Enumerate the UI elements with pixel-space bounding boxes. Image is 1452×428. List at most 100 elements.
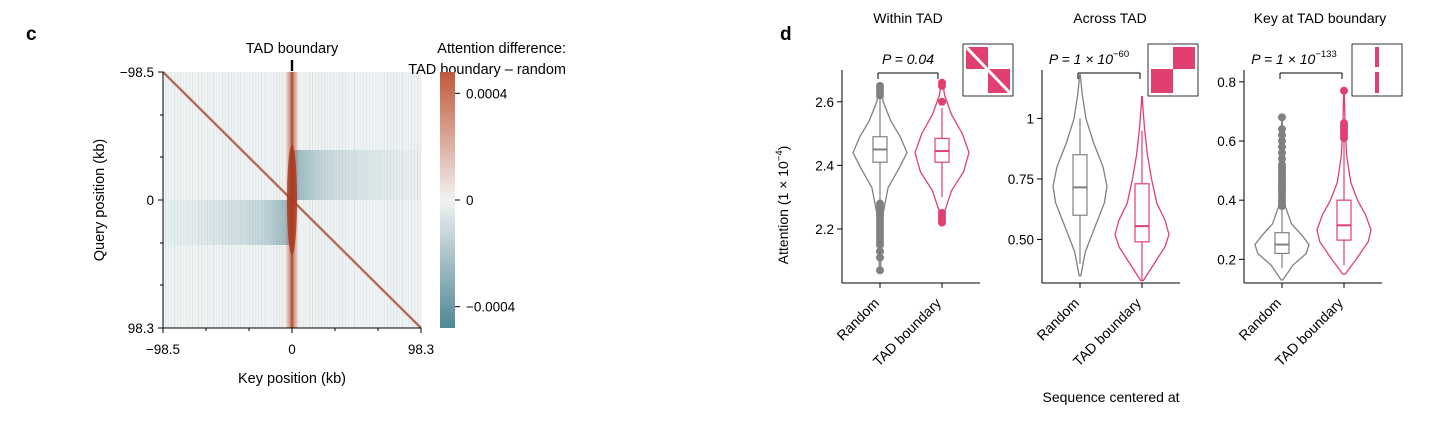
heatmap-streak	[360, 72, 362, 328]
ylabel-close: )	[775, 146, 791, 151]
box	[1274, 232, 1290, 255]
heatmap-streak	[243, 72, 245, 328]
category-label: Random	[1235, 295, 1284, 344]
pvalue-text: P = 1 × 10−60	[1049, 49, 1129, 67]
heatmap-streak	[300, 72, 302, 328]
outlier-point	[876, 240, 884, 249]
heatmap-streak	[183, 72, 185, 328]
heatmap-streak	[378, 72, 380, 328]
heatmap-streak	[357, 72, 359, 328]
subplot-title: Key at TAD boundary	[1254, 10, 1387, 26]
subplot-within-tad: Within TAD P = 0.04 2.22.42.6 Random TAD…	[815, 10, 1014, 369]
heatmap-streak	[171, 72, 173, 328]
subplot-across-tad: Across TAD P = 1 × 10−60 0.50 0.75 1 Rando…	[1008, 10, 1199, 369]
outlier-point	[1278, 154, 1286, 163]
violin-axis: 0.2 0.4 0.6 0.8	[1217, 70, 1382, 288]
x-tick-label: 98.3	[408, 342, 434, 357]
outlier-point	[1278, 131, 1286, 140]
schematic-across-tad	[1147, 43, 1199, 97]
outlier-point	[1278, 125, 1286, 134]
box	[1072, 154, 1088, 216]
violin-outline	[1052, 74, 1108, 277]
pvalue-label: P = 1 × 10	[1049, 51, 1113, 67]
heatmap-streak	[312, 72, 314, 328]
category-label: Random	[1033, 295, 1082, 344]
heatmap-streak	[330, 72, 332, 328]
heatmap-streak	[213, 72, 215, 328]
outlier-point	[1278, 148, 1286, 157]
heatmap-streak	[405, 72, 407, 328]
heatmap-streak	[333, 72, 335, 328]
heatmap-streak	[387, 72, 389, 328]
heatmap-boundary-peak	[287, 145, 297, 255]
heatmap-streak	[420, 72, 422, 328]
heatmap-streak	[216, 72, 218, 328]
heatmap-streak	[201, 72, 203, 328]
outlier-point	[1278, 137, 1286, 145]
heatmap-streak	[318, 72, 320, 328]
heatmap-streak	[390, 72, 392, 328]
outlier-point	[876, 253, 884, 262]
schematic-key-at-boundary	[1351, 43, 1403, 97]
heatmap-streak	[339, 72, 341, 328]
heatmap-streak	[228, 72, 230, 328]
pvalue-bracket	[1279, 72, 1343, 79]
y-tick-label: −98.5	[120, 65, 154, 80]
heatmap-streak	[384, 72, 386, 328]
subplot-key-at-tad-boundary: Key at TAD boundary P = 1 × 10−133 0.20.…	[1217, 10, 1403, 369]
heatmap-streak	[234, 72, 236, 328]
heatmap-streak	[225, 72, 227, 328]
heatmap-streak	[240, 72, 242, 328]
y-tick-label: 0.6	[1217, 134, 1236, 149]
colorbar-gradient	[440, 72, 455, 328]
outlier-point	[1278, 160, 1286, 169]
heatmap-streak	[381, 72, 383, 328]
y-tick-label: 0	[146, 193, 154, 208]
heatmap-streak	[195, 72, 197, 328]
violin-plot-area	[1254, 86, 1372, 281]
heatmap-streak	[165, 72, 167, 328]
x-tick-label: 0	[288, 342, 296, 357]
heatmap-y-axis: −98.5 0 98.3 Query position (kb)	[92, 65, 164, 336]
violin-axis: 0.50 0.75 1	[1008, 70, 1180, 288]
outlier-point	[876, 81, 884, 90]
heatmap-streak	[261, 72, 263, 328]
heatmap-streak	[231, 72, 233, 328]
heatmap-streak	[210, 72, 212, 328]
outlier-point	[876, 247, 884, 256]
heatmap-streak	[198, 72, 200, 328]
heatmap-streak	[363, 72, 365, 328]
heatmap-streak	[345, 72, 347, 328]
y-tick-label: 0.2	[1217, 252, 1236, 267]
panel-d: d Attention (1 × 10−4) Sequence centered…	[774, 10, 1403, 405]
heatmap-streak	[180, 72, 182, 328]
heatmap-streak	[168, 72, 170, 328]
pvalue-text: P = 0.04	[882, 51, 934, 67]
x-tick-label: −98.5	[146, 342, 180, 357]
colorbar-tick-label: −0.0004	[466, 300, 516, 315]
heatmap-quadrant-lower-left	[163, 200, 292, 245]
ylabel-main: Attention (1 × 10	[775, 161, 791, 264]
heatmap-streak	[351, 72, 353, 328]
y-tick-label: 0.75	[1008, 172, 1034, 187]
box	[1134, 183, 1150, 243]
y-tick-label: 2.4	[815, 158, 834, 173]
ylabel-exponent: −4	[774, 150, 785, 161]
heatmap-streak	[255, 72, 257, 328]
y-tick-label: 2.2	[815, 222, 834, 237]
heatmap-streak	[327, 72, 329, 328]
heatmap-streak	[411, 72, 413, 328]
outlier-point	[1340, 119, 1348, 128]
heatmap-streak	[279, 72, 281, 328]
heatmap-streak	[354, 72, 356, 328]
colorbar-title-line2: TAD boundary – random	[408, 62, 566, 78]
y-tick-label: 1	[1026, 111, 1034, 126]
outlier-point	[938, 97, 946, 106]
outlier-point	[1340, 86, 1348, 95]
heatmap-x-axis: −98.5 0 98.3 Key position (kb)	[146, 327, 434, 387]
heatmap-streak	[303, 72, 305, 328]
pvalue-label: P = 0.04	[882, 51, 934, 67]
heatmap-streak	[402, 72, 404, 328]
heatmap	[162, 71, 422, 329]
